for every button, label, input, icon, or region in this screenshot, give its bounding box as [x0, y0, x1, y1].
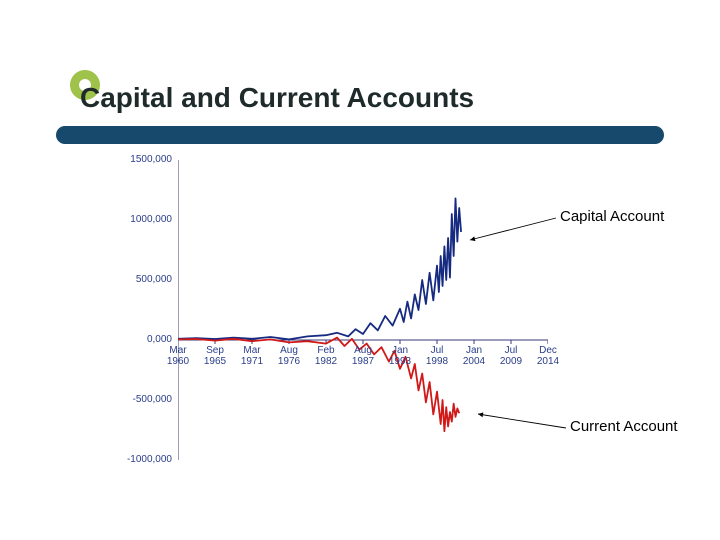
y-tick-label: -500,000: [133, 394, 172, 405]
x-tick-label: Dec2014: [534, 345, 562, 367]
y-tick-label: 500,000: [136, 274, 172, 285]
x-tick-label: Jan1993: [386, 345, 414, 367]
x-tick-label: Feb1982: [312, 345, 340, 367]
title-underline-bar: [56, 126, 664, 144]
slide-title: Capital and Current Accounts: [80, 82, 474, 114]
annotation-label: Capital Account: [560, 208, 664, 225]
x-tick-label: Jul2009: [497, 345, 525, 367]
x-tick-label: Sep1965: [201, 345, 229, 367]
y-tick-label: -1000,000: [127, 454, 172, 465]
x-tick-label: Aug1976: [275, 345, 303, 367]
slide: Capital and Current Accounts -1000,000 -5…: [0, 0, 720, 540]
x-tick-label: Jul1998: [423, 345, 451, 367]
series-capital-account: [178, 198, 461, 339]
x-tick-label: Mar1971: [238, 345, 266, 367]
annotation-leader: [472, 408, 572, 434]
annotation-label: Current Account: [570, 418, 678, 435]
x-tick-label: Mar1960: [164, 345, 192, 367]
annotation-leader: [464, 212, 562, 246]
x-tick-label: Jan2004: [460, 345, 488, 367]
y-tick-label: 1500,000: [130, 154, 172, 165]
y-tick-label: 0,000: [147, 334, 172, 345]
x-tick-label: Aug1987: [349, 345, 377, 367]
y-tick-label: 1000,000: [130, 214, 172, 225]
